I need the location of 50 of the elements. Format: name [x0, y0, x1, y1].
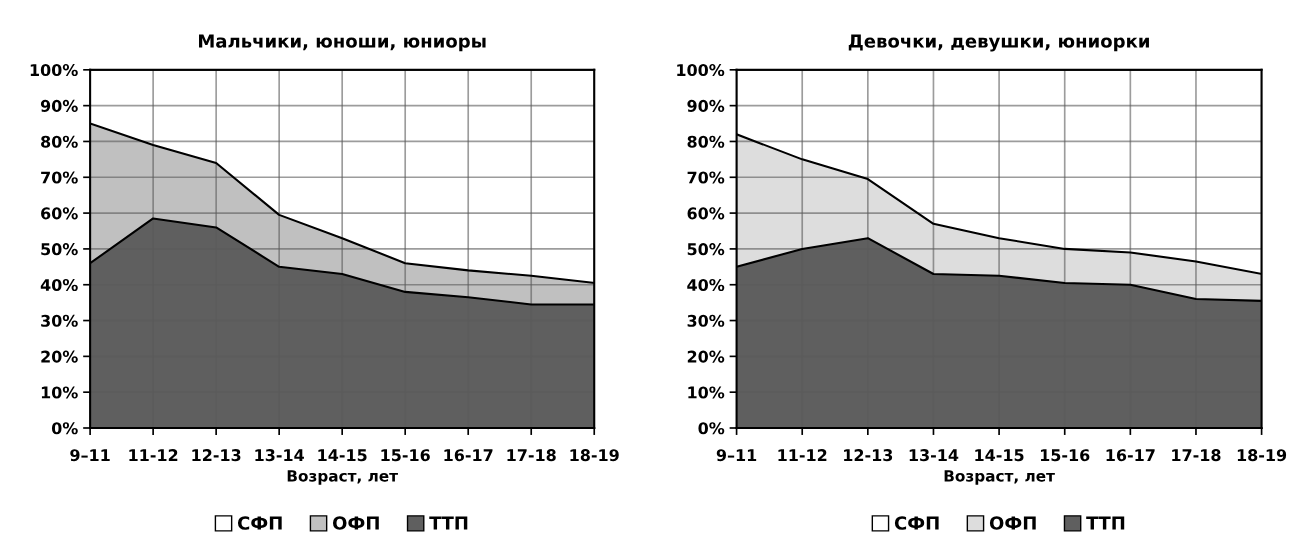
y-tick-label: 50%	[41, 243, 78, 256]
legend-label: СФП	[237, 516, 282, 530]
x-tick-label: 17-18	[1172, 449, 1221, 462]
x-tick-label: 18-19	[1237, 449, 1287, 462]
legend-label: ОФП	[989, 516, 1036, 530]
y-tick-label: 0%	[698, 422, 725, 435]
y-tick-label: 50%	[687, 243, 725, 256]
x-tick-label: 18-19	[570, 449, 619, 462]
y-tick-label: 100%	[30, 64, 78, 77]
legend-label: ТТП	[1086, 516, 1125, 530]
y-tick-label: 80%	[687, 135, 725, 148]
y-tick-label: 30%	[687, 314, 725, 327]
x-tick-label: 15-16	[1040, 449, 1090, 462]
legend-label: ТТП	[429, 516, 468, 530]
x-axis-title: Возраст, лет	[287, 470, 398, 485]
y-tick-label: 90%	[687, 99, 725, 112]
legend-label: ОФП	[332, 516, 379, 530]
y-tick-label: 70%	[41, 171, 78, 184]
x-tick-label: 9–11	[716, 449, 757, 462]
x-tick-label: 13-14	[909, 449, 959, 462]
y-tick-label: 20%	[41, 350, 78, 363]
x-tick-label: 16-17	[444, 449, 493, 462]
legend-label: СФП	[894, 516, 939, 530]
x-tick-label: 11-12	[129, 449, 178, 461]
x-tick-label: 13-14	[255, 449, 304, 462]
y-tick-label: 100%	[677, 64, 725, 77]
y-tick-label: 0%	[51, 422, 78, 435]
y-tick-label: 80%	[41, 135, 78, 148]
x-tick-label: 12-13	[844, 449, 893, 462]
y-tick-label: 60%	[687, 207, 725, 220]
x-axis-title: Возраст, лет	[944, 470, 1055, 485]
y-tick-label: 40%	[687, 278, 725, 292]
chart-title: Девочки, девушки, юниорки	[848, 34, 1149, 52]
y-tick-label: 40%	[40, 278, 78, 292]
chart-title: Мальчики, юноши, юниоры	[199, 34, 486, 52]
x-tick-label: 16-17	[1106, 449, 1155, 462]
y-tick-label: 60%	[41, 207, 78, 220]
x-tick-label: 15-16	[381, 449, 430, 462]
y-tick-label: 70%	[687, 171, 725, 184]
y-tick-label: 10%	[41, 386, 78, 399]
x-tick-label: 14-15	[318, 449, 367, 462]
y-tick-label: 10%	[688, 386, 725, 399]
x-tick-label: 9–11	[70, 449, 110, 462]
y-tick-label: 30%	[41, 314, 78, 327]
x-tick-label: 17-18	[507, 449, 556, 462]
x-tick-label: 14-15	[975, 449, 1024, 462]
x-tick-label: 11-12	[778, 449, 827, 461]
y-tick-label: 20%	[687, 350, 725, 363]
y-tick-label: 90%	[40, 99, 78, 112]
x-tick-label: 12-13	[192, 449, 241, 462]
